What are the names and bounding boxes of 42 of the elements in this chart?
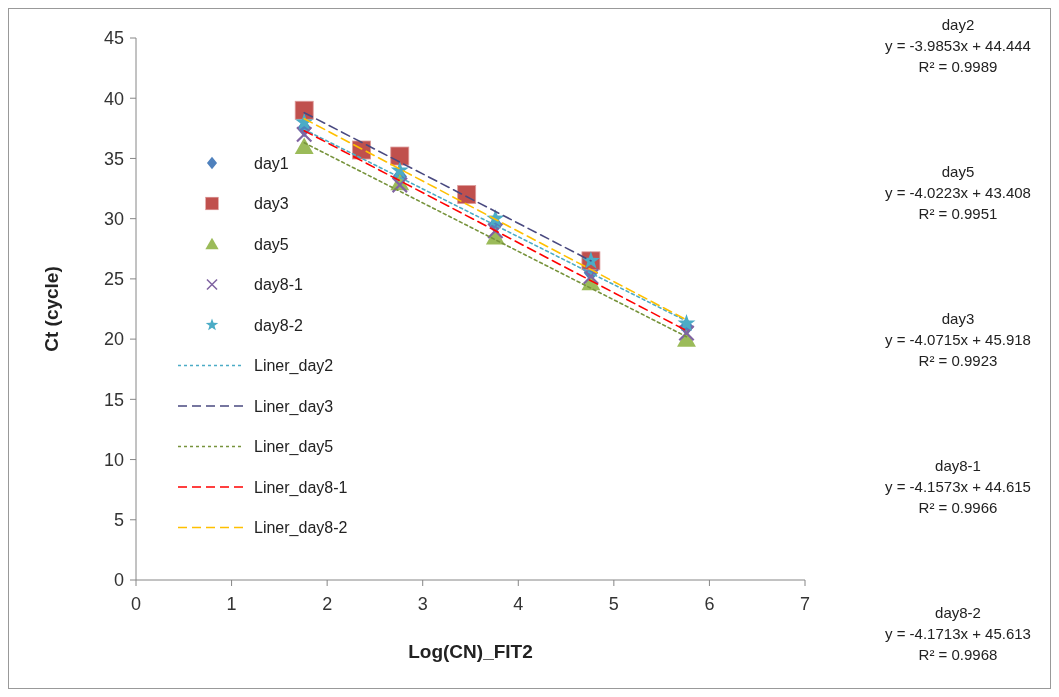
legend-label: Liner_day2 xyxy=(254,357,334,376)
x-tick-label: 5 xyxy=(608,594,619,614)
x-tick-label: 1 xyxy=(226,594,237,614)
legend-label: Liner_day3 xyxy=(254,397,334,416)
x-axis-title: Log(CN)_FIT2 xyxy=(408,641,533,662)
y-tick-label: 20 xyxy=(103,329,124,350)
legend-label: Liner_day8-2 xyxy=(254,519,348,538)
text: day3 y = -4.0715x + 45.918 R² = 0.9923 xyxy=(885,310,1031,369)
x-tick-label: 7 xyxy=(799,594,811,614)
y-axis-title: Ct (cycle) xyxy=(41,266,62,352)
y-tick-label: 35 xyxy=(103,148,124,169)
y-tick-label: 40 xyxy=(103,88,124,109)
legend-label: day1 xyxy=(254,154,289,172)
x-tick-label: 3 xyxy=(417,594,428,614)
point xyxy=(390,146,410,166)
y-tick-label: 30 xyxy=(103,208,124,229)
point xyxy=(294,137,314,155)
y-tick-label: 10 xyxy=(103,449,124,470)
text: day5 y = -4.0223x + 43.408 R² = 0.9951 xyxy=(885,163,1031,222)
x-tick-label: 0 xyxy=(130,594,142,614)
point xyxy=(487,222,504,240)
x-tick-label: 2 xyxy=(322,594,333,614)
legend-label: day8-2 xyxy=(254,316,304,334)
point xyxy=(295,126,313,143)
text: day8-1 y = -4.1573x + 44.615 R² = 0.9966 xyxy=(885,457,1031,516)
legend-label: Liner_day8-1 xyxy=(254,478,348,497)
legend-label: day8-1 xyxy=(254,276,304,294)
text: day2 y = -3.9853x + 44.444 R² = 0.9989 xyxy=(885,16,1031,75)
x-tick-label: 6 xyxy=(704,594,715,614)
y-tick-label: 25 xyxy=(103,269,124,290)
text: day8-2 y = -4.1713x + 45.613 R² = 0.9968 xyxy=(885,604,1031,663)
point xyxy=(582,268,600,285)
point xyxy=(677,314,696,332)
y-tick-label: 45 xyxy=(103,28,124,49)
x-tick-label: 4 xyxy=(513,594,524,614)
legend-label: day5 xyxy=(254,235,289,253)
y-tick-label: 15 xyxy=(103,389,124,410)
point xyxy=(678,324,695,342)
y-tick-label: 0 xyxy=(113,570,124,591)
y-tick-label: 5 xyxy=(113,510,124,531)
legend-label: Liner_day5 xyxy=(254,438,334,457)
legend-label: day3 xyxy=(254,195,289,213)
